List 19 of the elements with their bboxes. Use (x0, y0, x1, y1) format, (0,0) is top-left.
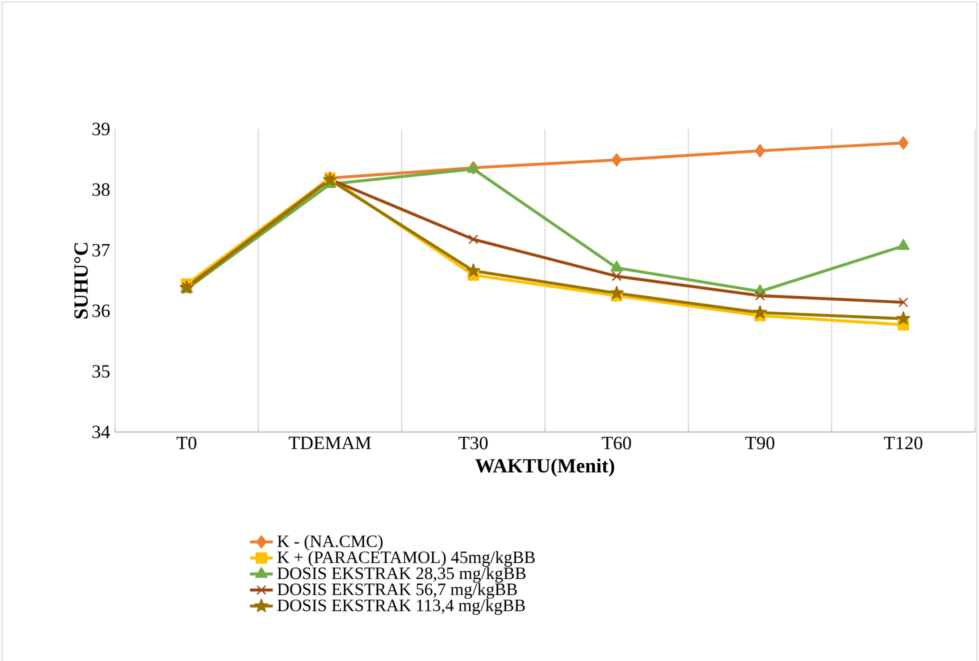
legend-label: K + (PARACETAMOL) 45mg/kgBB (277, 550, 535, 567)
y-tick-label: 35 (92, 365, 110, 378)
x-tick-label: TDEMAM (288, 436, 371, 450)
y-tick-label: 37 (92, 244, 110, 256)
legend-label: DOSIS EKSTRAK 56,7 mg/kgBB (277, 583, 517, 599)
x-axis-title: WAKTU(Menit) (475, 458, 614, 477)
y-axis-title: SUHU°C (74, 243, 88, 318)
legend-label: K - (NA.CMC) (277, 534, 383, 551)
x-tick-label: T120 (884, 436, 922, 450)
y-tick-label: 39 (92, 122, 110, 136)
x-tick-label: T0 (176, 436, 196, 450)
y-tick-label: 36 (92, 304, 110, 318)
y-tick-label: 38 (92, 183, 110, 196)
x-tick-label: T30 (458, 436, 488, 450)
x-tick-label: T60 (602, 436, 631, 450)
x-tick-label: T90 (745, 436, 774, 450)
legend-label: DOSIS EKSTRAK 113,4 mg/kgBB (277, 599, 525, 615)
y-tick-label: 34 (92, 426, 110, 438)
legend-label: DOSIS EKSTRAK 28,35 mg/kgBB (277, 566, 526, 583)
